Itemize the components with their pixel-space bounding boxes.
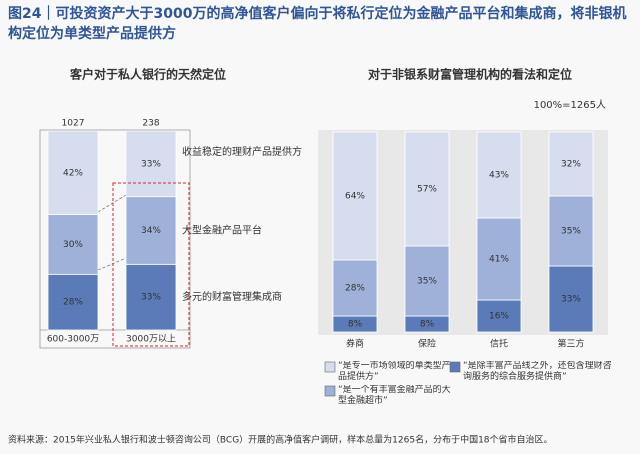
category-label: 3000万以上 bbox=[126, 334, 176, 345]
category-label: 信托 bbox=[490, 338, 508, 350]
value-label: 28% bbox=[63, 298, 83, 308]
bar-segment bbox=[548, 265, 594, 333]
left-frame bbox=[39, 129, 191, 349]
category-label: 600-3000万 bbox=[47, 335, 99, 345]
legend-swatch bbox=[324, 385, 336, 397]
bar-segment bbox=[47, 130, 99, 215]
series-label: 大型金融产品平台 bbox=[182, 224, 262, 237]
legend-swatch bbox=[324, 361, 336, 373]
highlight-box bbox=[112, 182, 190, 347]
legend-label: “是除丰富产品线之外，还包含理财咨询服务的综合服务提供商” bbox=[463, 361, 612, 382]
value-label: 64% bbox=[345, 192, 365, 202]
bar-segment bbox=[332, 259, 378, 317]
figure-title-box: 图24｜可投资资产大于3000万的高净值客户偏向于将私行定位为金融产品平台和集成… bbox=[8, 6, 627, 42]
bar-segment bbox=[548, 131, 594, 197]
value-label: 33% bbox=[141, 159, 161, 169]
value-label: 16% bbox=[489, 312, 509, 322]
total-label: 1027 bbox=[62, 119, 85, 129]
bar-segment bbox=[125, 263, 177, 331]
value-label: 43% bbox=[489, 171, 509, 181]
value-label: 42% bbox=[63, 168, 83, 178]
legend-box: “是专一市场领域的单类型产品提供方” bbox=[338, 361, 451, 382]
note: 100%=1265人 bbox=[534, 99, 606, 111]
bar-segment bbox=[476, 217, 522, 301]
bar-segment bbox=[47, 214, 99, 275]
series-label: 多元的财富管理集成商 bbox=[182, 290, 282, 303]
value-label: 28% bbox=[345, 284, 365, 294]
category-label: 保险 bbox=[418, 338, 436, 350]
value-label: 41% bbox=[489, 255, 509, 265]
connector bbox=[97, 194, 127, 213]
bar-segment bbox=[476, 131, 522, 219]
bar-segment bbox=[125, 196, 177, 265]
bar-segment bbox=[404, 245, 450, 317]
bar-segment bbox=[404, 131, 450, 247]
chart-title: 客户对于私人银行的天然定位 bbox=[69, 67, 226, 82]
bar-segment bbox=[548, 195, 594, 267]
value-label: 34% bbox=[141, 226, 161, 236]
value-label: 33% bbox=[561, 295, 581, 305]
value-label: 32% bbox=[561, 160, 581, 170]
value-label: 33% bbox=[141, 293, 161, 303]
value-label: 57% bbox=[417, 185, 437, 195]
chart-title: 对于非银系财富管理机构的看法和定位 bbox=[368, 67, 572, 82]
figure-title: 图24｜可投资资产大于3000万的高净值客户偏向于将私行定位为金融产品平台和集成… bbox=[8, 6, 627, 42]
value-label: 35% bbox=[561, 227, 581, 237]
legend-box: “是一个有丰富金融产品的大型金融超市” bbox=[338, 385, 451, 406]
legend-label: “是一个有丰富金融产品的大型金融超市” bbox=[338, 385, 451, 406]
bar-segment bbox=[332, 131, 378, 261]
value-label: 30% bbox=[63, 240, 83, 250]
legend-box: “是除丰富产品线之外，还包含理财咨询服务的综合服务提供商” bbox=[463, 361, 612, 382]
category-label: 券商 bbox=[346, 338, 364, 350]
bar-segment bbox=[125, 130, 177, 198]
source: 资料来源：2015年兴业私人银行和波士顿咨询公司（BCG）开展的高净值客户调研，… bbox=[8, 434, 553, 446]
bar-segment bbox=[47, 273, 99, 331]
category-label: 第三方 bbox=[557, 338, 584, 350]
bar-segment bbox=[476, 299, 522, 333]
legend-label: “是专一市场领域的单类型产品提供方” bbox=[338, 361, 451, 382]
total-label: 238 bbox=[142, 119, 159, 129]
connector bbox=[97, 257, 127, 271]
series-label: 收益稳定的理财产品提供方 bbox=[182, 145, 302, 158]
legend-swatch bbox=[449, 361, 461, 373]
value-label: 8% bbox=[420, 320, 435, 330]
value-label: 35% bbox=[417, 277, 437, 287]
value-label: 8% bbox=[348, 320, 363, 330]
